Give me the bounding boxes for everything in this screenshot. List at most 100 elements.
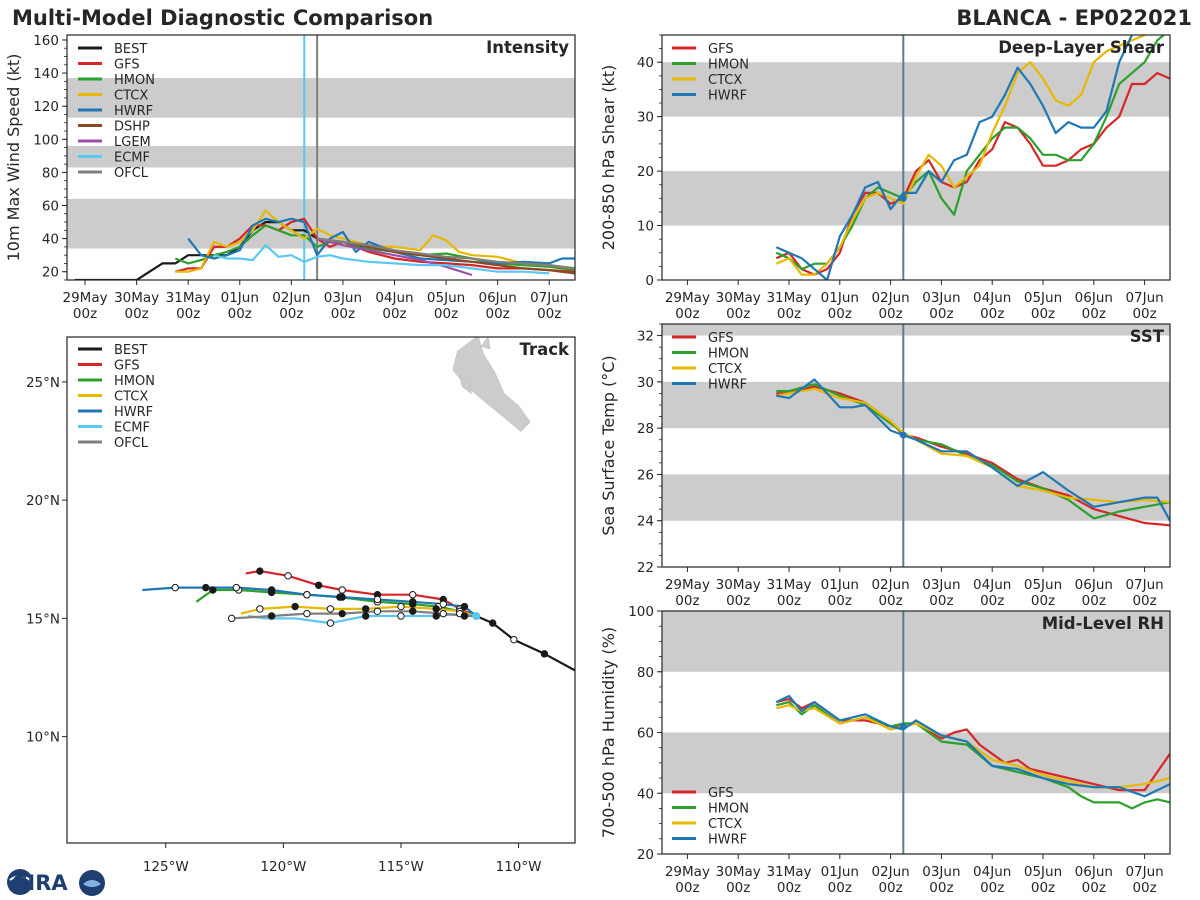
series-line-hmon: [776, 383, 1170, 520]
track-marker-gfs: [409, 591, 417, 599]
x-tick-label-date: 02Jun: [871, 864, 909, 880]
init-point: [899, 722, 907, 730]
y-tick-label: 80: [42, 165, 59, 181]
x-tick-label-hour: 00z: [726, 306, 750, 322]
x-tick-label-hour: 00z: [382, 306, 406, 322]
track-marker-best: [488, 619, 497, 627]
legend-label-hmon: HMON: [708, 347, 749, 362]
x-tick-label-date: 07Jun: [1125, 577, 1163, 593]
x-tick-label-hour: 00z: [1082, 593, 1106, 609]
track-marker-ctcx: [326, 605, 335, 613]
x-tick-label-hour: 00z: [777, 593, 801, 609]
lon-tick-label: 125°W: [143, 859, 189, 875]
x-tick-label-date: 31May: [166, 290, 211, 306]
track-marker-ofcl: [338, 609, 346, 618]
land-mass: [459, 376, 472, 395]
land-mass: [480, 337, 491, 350]
x-tick-label-date: 04Jun: [973, 864, 1011, 880]
y-tick-label: 60: [637, 726, 654, 742]
y-tick-label: 10: [637, 219, 654, 235]
x-tick-label-date: 06Jun: [478, 290, 516, 306]
x-tick-label-hour: 00z: [878, 593, 902, 609]
track-marker-hwrf: [303, 591, 311, 599]
track-marker-hwrf: [267, 586, 276, 594]
shaded-band: [662, 474, 1170, 521]
legend-label-ofcl: OFCL: [114, 436, 149, 451]
x-tick-label-date: 05Jun: [1024, 864, 1062, 880]
y-tick-label: 30: [637, 110, 654, 126]
panel-intensity: 2040608010012014016029May00z30May00z31Ma…: [4, 33, 576, 322]
track-marker-gfs: [338, 586, 346, 594]
legend-label-ctcx: CTCX: [114, 89, 148, 104]
x-tick-label-date: 07Jun: [530, 290, 568, 306]
track-marker-ecmf: [326, 619, 335, 627]
track-marker-ofcl: [409, 607, 417, 615]
x-tick-label-date: 07Jun: [1125, 290, 1163, 306]
y-tick-label: 30: [637, 375, 654, 391]
cira-logo: CIRA: [7, 869, 105, 896]
x-tick-label-date: 05Jun: [1024, 290, 1062, 306]
track-marker-gfs: [314, 581, 323, 589]
panel-rh: 2040608010029May00z30May00z31May00z01Jun…: [599, 604, 1171, 896]
figure-title: Multi-Model Diagnostic Comparison: [12, 6, 433, 30]
panel-track: 125°W 120°W 115°W 110°W 10°N 15°N 20°N 25°N Trac…: [26, 336, 576, 875]
legend-label-lgem: LGEM: [114, 135, 151, 150]
x-tick-label-hour: 00z: [878, 880, 902, 896]
legend-label-hmon: HMON: [114, 374, 155, 389]
panel-sst: 22242628303229May00z30May00z31May00z01Ju…: [599, 323, 1171, 609]
track-marker-ctcx: [432, 605, 440, 613]
series-line-dshp: [316, 237, 575, 275]
track-marker-gfs: [284, 572, 292, 580]
x-tick-label-date: 04Jun: [973, 577, 1011, 593]
x-tick-label-hour: 00z: [929, 306, 953, 322]
x-tick-label-date: 31May: [766, 864, 811, 880]
x-tick-label-date: 05Jun: [1024, 577, 1062, 593]
y-axis-label: 200-850 hPa Shear (kt): [599, 65, 618, 251]
x-tick-label-hour: 00z: [726, 880, 750, 896]
x-tick-label-hour: 00z: [331, 306, 355, 322]
lat-tick-label: 20°N: [26, 493, 60, 509]
x-tick-label-hour: 00z: [228, 306, 252, 322]
track-marker-ecmf: [361, 612, 370, 620]
y-axis-label: 700-500 hPa Humidity (%): [599, 627, 618, 838]
series-line-ecmf: [213, 244, 550, 275]
y-tick-label: 32: [637, 329, 654, 345]
track-marker-ofcl: [303, 609, 311, 618]
x-tick-label-date: 30May: [716, 290, 761, 306]
x-tick-label-hour: 00z: [929, 880, 953, 896]
y-tick-label: 28: [637, 421, 654, 437]
y-tick-label: 120: [33, 99, 59, 115]
track-marker-best: [540, 650, 549, 658]
track-marker-hwrf: [171, 583, 179, 592]
x-tick-label-hour: 00z: [828, 880, 852, 896]
x-tick-label-hour: 00z: [1031, 306, 1055, 322]
panel-shear: 01020304029May00z30May00z31May00z01Jun00…: [599, 34, 1171, 322]
track-marker-hwrf: [373, 595, 382, 604]
x-tick-label-hour: 00z: [1132, 880, 1156, 896]
series-line-ctcx: [776, 387, 1170, 504]
y-tick-label: 24: [637, 514, 654, 530]
y-tick-label: 20: [637, 164, 654, 180]
legend-label-gfs: GFS: [708, 786, 734, 801]
series-line-hwrf: [775, 35, 1134, 280]
track-marker-hwrf: [338, 593, 346, 601]
x-tick-label-hour: 00z: [675, 880, 699, 896]
x-tick-label-date: 29May: [665, 290, 710, 306]
x-tick-label-hour: 00z: [434, 306, 458, 322]
x-tick-label-date: 06Jun: [1075, 290, 1113, 306]
init-point: [899, 194, 907, 202]
x-tick-label-date: 01Jun: [821, 577, 859, 593]
y-tick-label: 100: [33, 132, 59, 148]
y-axis-label: 10m Max Wind Speed (kt): [4, 54, 23, 262]
track-marker-ctcx: [256, 605, 264, 613]
y-tick-label: 140: [33, 66, 59, 82]
x-tick-label-hour: 00z: [878, 306, 902, 322]
x-tick-label-hour: 00z: [675, 593, 699, 609]
track-marker-ctcx: [361, 605, 370, 613]
x-tick-label-date: 01Jun: [821, 864, 859, 880]
x-tick-label-date: 03Jun: [324, 290, 362, 306]
legend-label-ctcx: CTCX: [114, 390, 148, 405]
x-tick-label-hour: 00z: [1031, 880, 1055, 896]
x-tick-label-hour: 00z: [1132, 306, 1156, 322]
